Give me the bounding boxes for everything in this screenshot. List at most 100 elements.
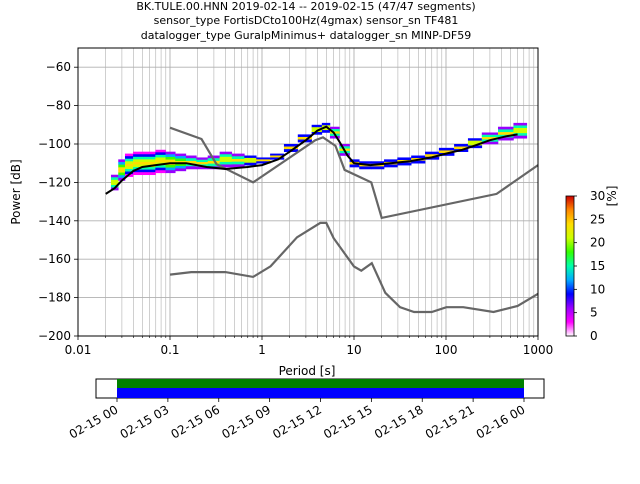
density-cell <box>397 162 412 166</box>
density-cell <box>349 164 360 168</box>
y-tick-label: −180 <box>38 291 71 305</box>
title-line-2: sensor_type FortisDCto100Hz(4gmax) senso… <box>154 14 459 27</box>
density-cell <box>513 130 528 134</box>
density-cell <box>481 137 499 140</box>
density-cell <box>175 156 187 159</box>
density-cell <box>497 137 514 141</box>
density-cell <box>207 160 220 164</box>
psd-density-heatmap <box>110 122 528 191</box>
density-cell <box>165 170 176 174</box>
density-cell <box>133 169 145 173</box>
density-cell <box>165 167 176 171</box>
density-cell <box>118 167 126 171</box>
density-cell <box>219 151 233 155</box>
density-cell <box>155 152 166 156</box>
density-cell <box>244 160 257 164</box>
density-cell <box>219 156 233 160</box>
density-cell <box>118 172 126 176</box>
density-cell <box>497 132 514 136</box>
mode-curve <box>105 125 518 195</box>
density-cell <box>219 154 233 158</box>
density-cell <box>256 159 271 162</box>
x-tick-label: 1000 <box>523 343 554 357</box>
density-cell <box>124 163 134 167</box>
density-cell <box>231 156 245 160</box>
title-line-1: BK.TULE.00.HNN 2019-02-14 -- 2019-02-15 … <box>136 0 475 13</box>
mode-curve-group <box>105 125 518 195</box>
density-cell <box>321 130 331 133</box>
y-tick-label: −140 <box>38 214 71 228</box>
density-cell <box>339 146 350 149</box>
density-cell <box>155 160 166 163</box>
density-cell <box>118 162 126 165</box>
colorbar-tick-label: 30 <box>590 189 605 203</box>
density-cell <box>311 127 323 130</box>
time-coverage-fill <box>117 379 524 398</box>
density-cell <box>175 158 187 162</box>
density-cell <box>155 154 166 158</box>
density-cell <box>359 161 372 165</box>
colorbar-tick-label: 5 <box>590 306 598 320</box>
colorbar-tick-label: 0 <box>590 329 598 343</box>
density-cell <box>256 161 271 164</box>
density-cell <box>513 128 528 131</box>
density-cell <box>124 171 134 175</box>
density-cell <box>329 126 340 130</box>
density-cell <box>110 174 119 178</box>
density-cell <box>438 150 455 154</box>
density-cell <box>133 164 145 168</box>
density-cell <box>219 164 233 168</box>
y-tick-label: −60 <box>46 60 71 74</box>
density-cell <box>143 161 156 165</box>
density-cell <box>175 168 187 172</box>
y-tick-label: −160 <box>38 252 71 266</box>
density-cell <box>133 172 145 176</box>
density-cell <box>411 160 426 164</box>
colorbar: 0 5 10 15 20 25 30 [%] <box>565 186 619 343</box>
coverage-green <box>117 379 524 388</box>
density-cell <box>425 154 440 158</box>
density-cell <box>118 159 126 163</box>
y-tick-label: −80 <box>46 99 71 113</box>
density-cell <box>207 163 220 167</box>
density-cell <box>196 159 208 163</box>
density-cell <box>219 159 233 163</box>
density-cell <box>370 161 385 165</box>
density-cell <box>133 156 145 160</box>
density-cell <box>165 154 176 158</box>
density-cell <box>196 162 208 165</box>
density-cell <box>270 157 285 160</box>
density-cell <box>231 164 245 168</box>
density-cell <box>256 157 271 160</box>
colorbar-label: [%] <box>605 186 619 207</box>
density-cell <box>124 168 134 172</box>
density-cell <box>513 122 528 126</box>
density-cell <box>467 138 483 141</box>
time-tick-label: 02-15 00 <box>67 402 121 441</box>
density-cell <box>118 177 126 181</box>
colorbar-tick-label: 15 <box>590 259 605 273</box>
density-cell <box>339 153 350 156</box>
density-cell <box>110 179 119 183</box>
density-cell <box>244 155 257 159</box>
colorbar-tick-label: 10 <box>590 282 605 296</box>
density-cell <box>349 159 360 163</box>
density-cell <box>513 125 528 129</box>
density-cell <box>143 151 156 155</box>
time-tick-label: 02-15 15 <box>321 402 375 441</box>
colorbar-gradient <box>565 195 575 337</box>
density-cell <box>143 167 156 170</box>
density-cell <box>384 164 398 168</box>
density-cell <box>185 158 197 162</box>
x-tick-label: 100 <box>435 343 458 357</box>
time-tick-label: 02-15 18 <box>372 402 426 441</box>
time-tick-label: 02-15 09 <box>219 402 273 441</box>
density-cell <box>231 153 245 157</box>
density-cell <box>175 153 187 157</box>
y-tick-label: −120 <box>38 175 71 189</box>
density-cell <box>155 149 166 153</box>
y-axis-label: Power [dB] <box>9 159 23 224</box>
density-cell <box>454 146 469 150</box>
density-cell <box>497 126 514 130</box>
